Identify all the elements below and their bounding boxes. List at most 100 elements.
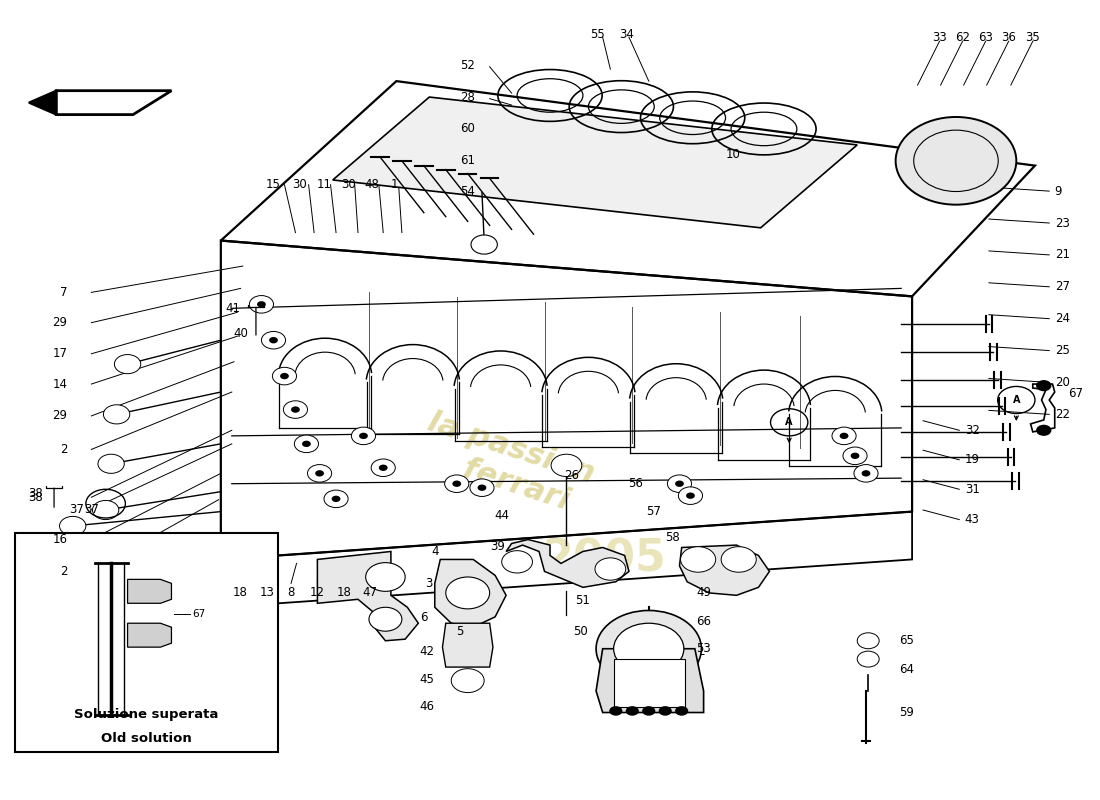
Circle shape — [470, 479, 494, 497]
Text: 1: 1 — [390, 178, 398, 191]
Polygon shape — [506, 539, 629, 587]
Text: 35: 35 — [1025, 30, 1041, 44]
Circle shape — [446, 577, 490, 609]
Text: 12: 12 — [310, 586, 324, 599]
Polygon shape — [596, 649, 704, 713]
Text: 4: 4 — [431, 545, 439, 558]
Circle shape — [371, 459, 395, 477]
Text: 37: 37 — [84, 502, 99, 516]
Text: 67: 67 — [192, 609, 206, 618]
Text: 53: 53 — [696, 642, 711, 655]
Circle shape — [359, 433, 367, 439]
Circle shape — [114, 354, 141, 374]
Text: 11: 11 — [317, 178, 331, 191]
Circle shape — [850, 453, 859, 459]
Circle shape — [262, 331, 286, 349]
Text: 14: 14 — [52, 378, 67, 390]
Circle shape — [675, 706, 689, 716]
Text: 65: 65 — [899, 634, 914, 647]
Text: 2: 2 — [59, 565, 67, 578]
Text: 29: 29 — [52, 316, 67, 329]
Text: 55: 55 — [590, 28, 605, 42]
Circle shape — [477, 485, 486, 491]
Text: 40: 40 — [233, 327, 249, 340]
Text: 29: 29 — [52, 410, 67, 422]
Circle shape — [302, 441, 311, 447]
Circle shape — [1036, 425, 1052, 436]
Circle shape — [614, 623, 684, 674]
Circle shape — [292, 406, 300, 413]
Text: 30: 30 — [293, 178, 307, 191]
Text: 22: 22 — [1055, 408, 1069, 421]
Polygon shape — [332, 97, 857, 228]
Text: 25: 25 — [1055, 344, 1069, 357]
Text: 33: 33 — [932, 30, 947, 44]
Text: 67: 67 — [1068, 387, 1082, 400]
Polygon shape — [29, 90, 56, 114]
Text: 62: 62 — [955, 30, 970, 44]
Text: 3: 3 — [426, 577, 433, 590]
Text: 39: 39 — [490, 540, 505, 553]
Text: 18: 18 — [233, 586, 248, 599]
Circle shape — [452, 481, 461, 487]
Circle shape — [551, 454, 582, 477]
Text: 43: 43 — [965, 513, 980, 526]
Circle shape — [257, 301, 266, 307]
Circle shape — [378, 465, 387, 471]
Text: 15: 15 — [266, 178, 280, 191]
Circle shape — [675, 481, 684, 487]
Circle shape — [659, 706, 672, 716]
Text: 28: 28 — [461, 90, 475, 103]
Polygon shape — [128, 623, 172, 647]
Circle shape — [626, 706, 639, 716]
Text: 50: 50 — [573, 625, 588, 638]
Text: 61: 61 — [461, 154, 475, 167]
Circle shape — [832, 427, 856, 445]
Circle shape — [722, 546, 757, 572]
Circle shape — [1036, 380, 1052, 391]
Circle shape — [502, 550, 532, 573]
Circle shape — [843, 447, 867, 465]
Text: 21: 21 — [1055, 249, 1069, 262]
Text: 60: 60 — [461, 122, 475, 135]
Text: 32: 32 — [965, 424, 980, 437]
Text: 49: 49 — [696, 586, 711, 599]
FancyBboxPatch shape — [14, 533, 278, 752]
Circle shape — [351, 427, 375, 445]
Circle shape — [250, 295, 274, 313]
Circle shape — [308, 465, 332, 482]
Circle shape — [273, 367, 297, 385]
Text: 42: 42 — [419, 645, 435, 658]
Text: 66: 66 — [696, 615, 711, 628]
Text: 23: 23 — [1055, 217, 1069, 230]
Text: 20: 20 — [1055, 376, 1069, 389]
Circle shape — [596, 610, 702, 687]
Circle shape — [92, 501, 119, 519]
Text: 17: 17 — [52, 347, 67, 360]
Circle shape — [857, 633, 879, 649]
Polygon shape — [680, 545, 769, 595]
Text: 57: 57 — [646, 505, 661, 518]
Text: 63: 63 — [978, 30, 993, 44]
Text: 7: 7 — [59, 286, 67, 299]
Text: 45: 45 — [420, 673, 434, 686]
Circle shape — [861, 470, 870, 477]
Circle shape — [839, 433, 848, 439]
Text: 34: 34 — [619, 28, 635, 42]
Text: 2005: 2005 — [543, 538, 667, 581]
Circle shape — [595, 558, 626, 580]
Circle shape — [642, 706, 656, 716]
Circle shape — [857, 651, 879, 667]
Circle shape — [316, 470, 324, 477]
Circle shape — [854, 465, 878, 482]
Circle shape — [681, 546, 716, 572]
Text: 51: 51 — [575, 594, 591, 607]
Bar — [614, 659, 685, 707]
Circle shape — [70, 540, 97, 559]
Polygon shape — [318, 551, 418, 641]
Text: 38: 38 — [29, 490, 43, 504]
Text: 16: 16 — [52, 533, 67, 546]
Polygon shape — [128, 579, 172, 603]
Text: 47: 47 — [363, 586, 377, 599]
Text: 10: 10 — [726, 148, 740, 161]
